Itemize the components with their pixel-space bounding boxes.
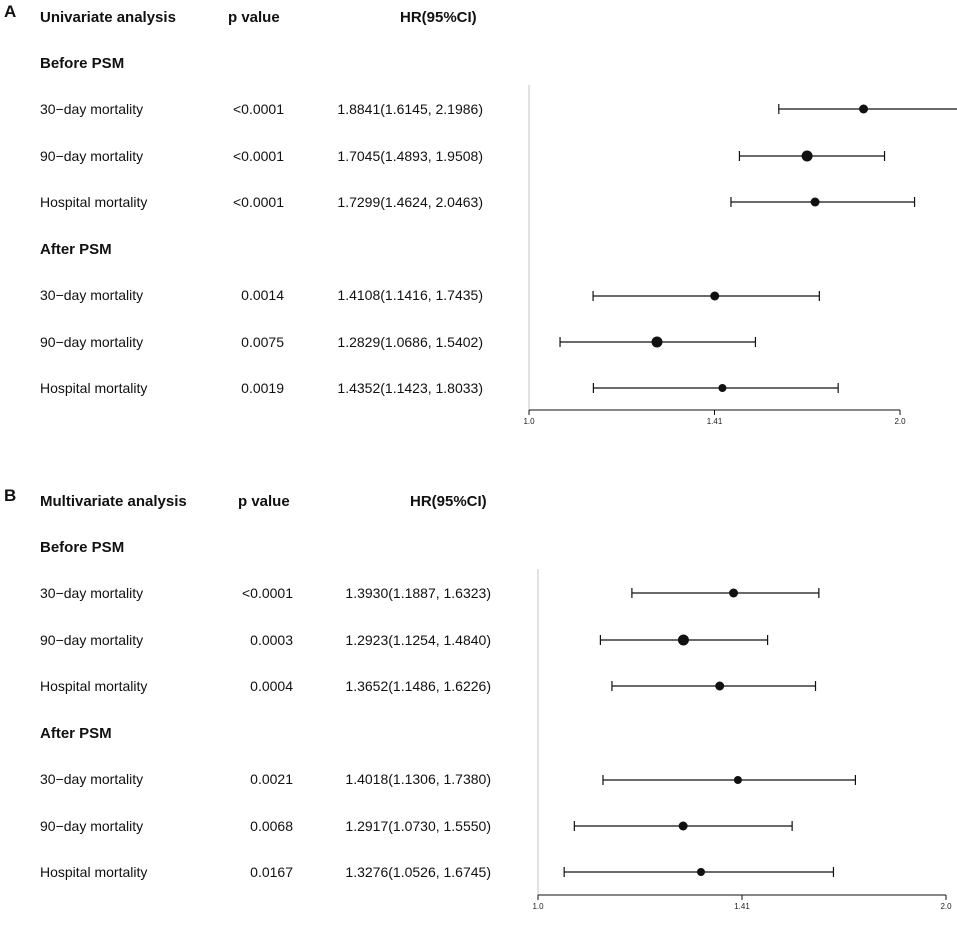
row-hr-text: 1.2829(1.0686, 1.5402) [337,334,483,350]
section-before-psm: Before PSM [40,539,125,556]
x-axis-tick-label: 1.0 [523,417,535,426]
row-p-value: <0.0001 [233,101,284,117]
header-analysis: Multivariate analysis [40,493,187,510]
x-axis-tick-label: 2.0 [894,417,906,426]
panel-label: A [4,2,17,21]
row-hr-text: 1.7299(1.4624, 2.0463) [337,194,483,210]
header-hr: HR(95%CI) [400,9,477,26]
x-axis-tick-label: 1.0 [532,902,544,911]
forest-panel-a: A Univariate analysis p value HR(95%CI) … [0,0,957,455]
row-label: 30−day mortality [40,287,144,303]
header-hr: HR(95%CI) [410,493,487,510]
row-label: Hospital mortality [40,864,148,880]
row-hr-text: 1.4108(1.1416, 1.7435) [337,287,483,303]
row-hr-text: 1.3930(1.1887, 1.6323) [345,585,491,601]
row-hr-text: 1.2917(1.0730, 1.5550) [345,818,491,834]
row-label: 90−day mortality [40,632,144,648]
row-p-value: 0.0004 [250,678,293,694]
header-analysis: Univariate analysis [40,9,176,26]
panel-label: B [4,486,17,505]
hr-point [710,291,720,301]
row-label: 30−day mortality [40,771,144,787]
x-axis-tick-label: 2.0 [940,902,952,911]
row-p-value: 0.0014 [241,287,284,303]
hr-point [677,634,689,646]
hr-point [859,104,869,114]
row-hr-text: 1.2923(1.1254, 1.4840) [345,632,491,648]
row-p-value: 0.0075 [241,334,284,350]
header-p-value: p value [238,493,290,510]
hr-point [678,821,688,831]
hr-point [718,384,727,392]
row-p-value: <0.0001 [233,148,284,164]
row-hr-text: 1.7045(1.4893, 1.9508) [337,148,483,164]
row-p-value: 0.0019 [241,380,284,396]
hr-point [729,588,739,598]
row-hr-text: 1.4018(1.1306, 1.7380) [345,771,491,787]
x-axis-tick-label: 1.41 [707,417,723,426]
row-hr-text: 1.3652(1.1486, 1.6226) [345,678,491,694]
row-p-value: <0.0001 [242,585,293,601]
section-before-psm: Before PSM [40,55,125,72]
row-hr-text: 1.4352(1.1423, 1.8033) [337,380,483,396]
row-p-value: 0.0167 [250,864,293,880]
row-p-value: 0.0003 [250,632,293,648]
row-label: Hospital mortality [40,194,148,210]
section-after-psm: After PSM [40,725,112,742]
row-hr-text: 1.3276(1.0526, 1.6745) [345,864,491,880]
hr-point [715,681,725,691]
header-p-value: p value [228,9,280,26]
forest-plot-b: 1.0 1.41 2.0 [532,569,952,911]
row-label: 30−day mortality [40,101,144,117]
hr-point [801,150,813,162]
hr-point [733,776,742,784]
row-label: 90−day mortality [40,148,144,164]
row-hr-text: 1.8841(1.6145, 2.1986) [337,101,483,117]
row-p-value: 0.0021 [250,771,293,787]
row-p-value: <0.0001 [233,194,284,210]
row-label: 90−day mortality [40,818,144,834]
x-axis-tick-label: 1.41 [734,902,750,911]
row-p-value: 0.0068 [250,818,293,834]
forest-plot-a: 1.0 1.41 2.0 [523,85,957,426]
row-label: Hospital mortality [40,380,148,396]
section-after-psm: After PSM [40,241,112,258]
hr-point [651,336,663,348]
hr-point [810,197,820,207]
row-label: Hospital mortality [40,678,148,694]
row-label: 30−day mortality [40,585,144,601]
hr-point [697,868,706,876]
forest-panel-b: B Multivariate analysis p value HR(95%CI… [0,484,957,939]
row-label: 90−day mortality [40,334,144,350]
